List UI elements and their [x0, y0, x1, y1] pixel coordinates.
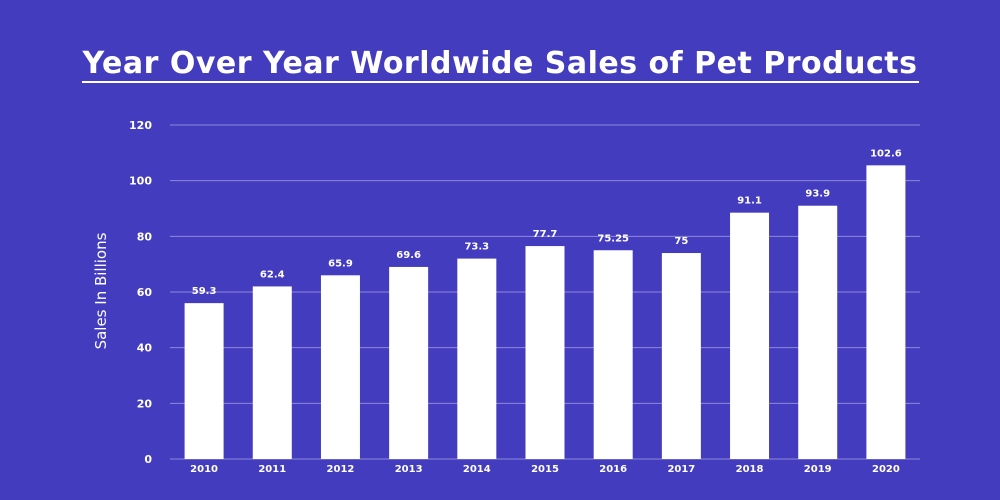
x-tick-label-2014: 2014 [463, 464, 491, 475]
bar-2016 [593, 250, 633, 459]
data-label-2019: 93.9 [805, 189, 830, 200]
x-tick-label-2017: 2017 [667, 464, 695, 475]
data-label-2015: 77.7 [533, 229, 558, 240]
x-tick-label-2010: 2010 [190, 464, 218, 475]
bar-2020 [866, 165, 906, 459]
data-label-2013: 69.6 [396, 250, 421, 261]
data-label-2017: 75 [674, 236, 688, 247]
data-label-2014: 73.3 [464, 242, 489, 253]
y-tick-label: 40 [137, 342, 153, 355]
x-tick-label-2012: 2012 [327, 464, 355, 475]
bar-2019 [798, 205, 838, 459]
x-tick-label-2015: 2015 [531, 464, 559, 475]
data-label-2012: 65.9 [328, 258, 353, 269]
y-tick-label: 120 [129, 119, 152, 132]
x-tick-label-2020: 2020 [872, 464, 900, 475]
bar-2011 [252, 286, 292, 459]
bar-2014 [457, 258, 497, 459]
bars [184, 165, 906, 459]
x-tick-label-2013: 2013 [395, 464, 423, 475]
data-label-2018: 91.1 [737, 196, 762, 207]
x-tick-label-2016: 2016 [599, 464, 627, 475]
y-axis-ticks: 0 20 40 60 80 100 120 [129, 119, 152, 466]
y-axis-title: Sales In Billions [92, 232, 110, 349]
x-tick-label-2018: 2018 [736, 464, 764, 475]
x-tick-label-2019: 2019 [804, 464, 832, 475]
bar-2010 [184, 303, 224, 459]
bar-2012 [320, 275, 360, 459]
bar-2013 [389, 266, 429, 459]
x-tick-label-2011: 2011 [258, 464, 286, 475]
y-tick-label: 0 [144, 453, 152, 466]
y-tick-label: 100 [129, 175, 152, 188]
y-tick-label: 60 [137, 286, 153, 299]
bar-2015 [525, 246, 565, 459]
title-underline [82, 81, 919, 83]
chart-title: Year Over Year Worldwide Sales of Pet Pr… [82, 46, 918, 81]
bar-2018 [730, 212, 770, 459]
data-label-2010: 59.3 [192, 286, 217, 297]
data-label-2016: 75.25 [597, 233, 629, 244]
y-tick-label: 80 [137, 230, 153, 243]
bar-2017 [661, 253, 701, 459]
data-label-2020: 102.6 [870, 148, 902, 159]
data-labels: 59.3 62.4 65.9 69.6 73.3 77.7 75.25 75 91.1 93.9 1… [192, 148, 902, 297]
grid-lines [170, 124, 920, 460]
x-axis-ticks: 2010 2011 2012 2013 2014 2015 2016 2017 2018 2019… [190, 464, 900, 475]
y-tick-label: 20 [137, 397, 153, 410]
data-label-2011: 62.4 [260, 269, 285, 280]
